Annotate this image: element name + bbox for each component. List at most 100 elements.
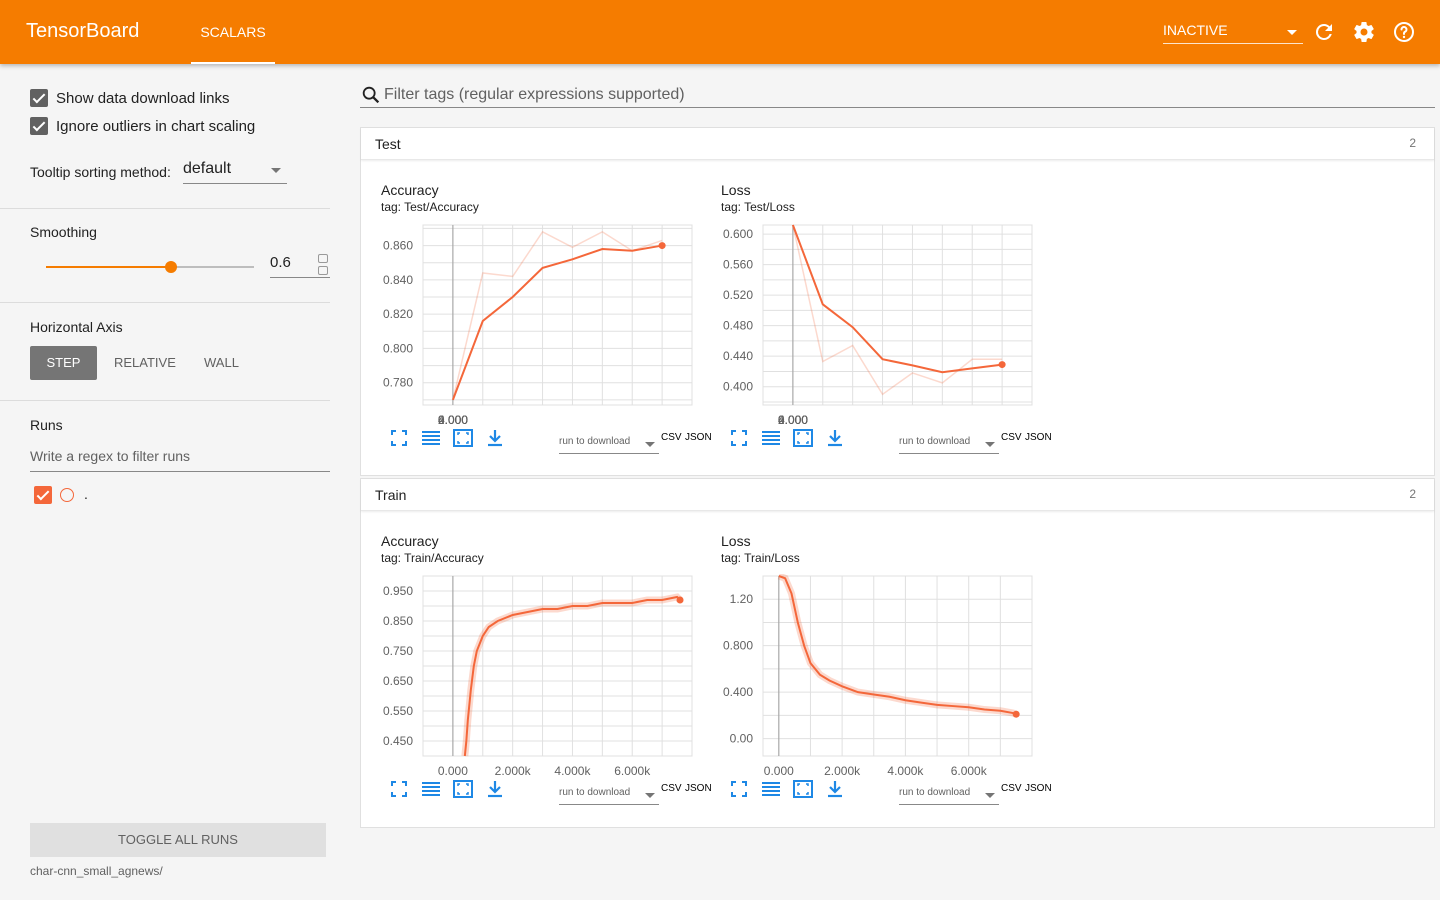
json-download-link[interactable]: JSON — [685, 432, 712, 443]
search-icon — [362, 86, 380, 104]
refresh-icon[interactable] — [1312, 20, 1336, 44]
x-tick-label: 4.000k — [887, 764, 924, 778]
x-tick-label: 0.000 — [438, 764, 468, 778]
download-icon[interactable] — [825, 428, 845, 448]
fit-domain-icon[interactable] — [453, 428, 473, 448]
tag-group-header[interactable]: Test 2 — [361, 128, 1434, 160]
log-scale-icon[interactable] — [761, 428, 781, 448]
tab-scalars[interactable]: SCALARS — [200, 24, 266, 40]
show-download-links-checkbox[interactable]: Show data download links — [30, 88, 229, 108]
increment-icon[interactable] — [318, 254, 328, 263]
download-icon[interactable] — [825, 779, 845, 799]
x-tick-label: 4.000 — [778, 413, 808, 427]
ignore-outliers-checkbox[interactable]: Ignore outliers in chart scaling — [30, 116, 255, 136]
fit-domain-icon[interactable] — [793, 779, 813, 799]
decrement-icon[interactable] — [318, 266, 328, 275]
run-to-download-select[interactable]: run to download — [899, 787, 999, 805]
tag-group-header[interactable]: Train 2 — [361, 479, 1434, 511]
download-icon[interactable] — [485, 779, 505, 799]
x-tick-label: 2.000k — [495, 764, 532, 778]
log-scale-icon[interactable] — [421, 428, 441, 448]
tooltip-sorting-select[interactable]: default — [183, 160, 287, 184]
plot-frame — [422, 224, 693, 406]
line-chart[interactable]: 0.780 0.800 0.820 0.840 0.860 0.0002.0004.000… — [361, 218, 693, 428]
run-checkbox[interactable] — [34, 485, 60, 505]
ignore-outliers-label: Ignore outliers in chart scaling — [56, 117, 256, 135]
smoothing-label: Smoothing — [30, 224, 97, 240]
smoothing-value: 0.6 — [270, 254, 291, 271]
smoothing-slider-handle[interactable] — [164, 261, 177, 273]
csv-download-link[interactable]: CSV — [1001, 783, 1022, 794]
x-tick-label: 4.000k — [554, 764, 591, 778]
axis-wall-button[interactable]: WALL — [204, 355, 239, 370]
log-scale-icon[interactable] — [761, 779, 781, 799]
divider — [0, 400, 330, 401]
expand-icon[interactable] — [389, 428, 409, 448]
chevron-down-icon — [1287, 30, 1297, 35]
expand-icon[interactable] — [729, 779, 749, 799]
x-tick-label: 4.000 — [438, 413, 468, 427]
series-last-point — [676, 596, 684, 604]
chart-card: Accuracy tag: Test/Accuracy 0.780 0.800 0.82… — [361, 163, 712, 454]
series-smoothed-line — [451, 244, 663, 401]
y-tick-label: 0.600 — [723, 227, 753, 241]
smoothing-slider[interactable] — [46, 261, 254, 273]
chart-title: Loss — [721, 182, 751, 198]
axis-relative-button[interactable]: RELATIVE — [114, 355, 176, 370]
smoothing-input[interactable]: 0.6 — [270, 254, 330, 278]
run-color-circle-icon[interactable] — [60, 488, 74, 502]
json-download-link[interactable]: JSON — [1025, 783, 1052, 794]
run-to-download-select[interactable]: run to download — [559, 787, 659, 805]
chart-tag: tag: Test/Accuracy — [381, 200, 479, 214]
tag-group-title: Test — [375, 136, 401, 152]
expand-icon[interactable] — [729, 428, 749, 448]
x-tick-label: 6.000k — [951, 764, 988, 778]
chart-tag: tag: Test/Loss — [721, 200, 795, 214]
tooltip-sorting-label: Tooltip sorting method: — [30, 164, 171, 180]
y-tick-label: 0.800 — [723, 639, 753, 653]
y-tick-label: 0.520 — [723, 288, 753, 302]
chart-card: Accuracy tag: Train/Accuracy 0.450 0.550 0.6… — [361, 514, 712, 805]
tag-filter-input[interactable] — [384, 84, 1424, 106]
runs-filter-input[interactable]: Write a regex to filter runs — [30, 448, 330, 472]
horizontal-axis-label: Horizontal Axis — [30, 319, 123, 335]
y-tick-label: 0.480 — [723, 319, 753, 333]
toggle-all-runs-button[interactable]: TOGGLE ALL RUNS — [30, 823, 326, 857]
x-tick-label: 0.000 — [764, 764, 794, 778]
run-to-download-select[interactable]: run to download — [559, 436, 659, 454]
chevron-down-icon — [645, 442, 655, 447]
chevron-down-icon — [271, 168, 281, 173]
chart-toolbar: run to download CSV JSON — [389, 779, 712, 805]
help-icon[interactable] — [1392, 20, 1416, 44]
x-tick-label: 0.000 — [438, 413, 468, 427]
log-scale-icon[interactable] — [421, 779, 441, 799]
plot-frame — [762, 224, 1033, 406]
run-status-select[interactable]: INACTIVE — [1163, 22, 1303, 44]
axis-step-button[interactable]: STEP — [30, 346, 97, 380]
run-to-download-label: run to download — [899, 436, 971, 447]
chevron-down-icon — [645, 793, 655, 798]
json-download-link[interactable]: JSON — [1025, 432, 1052, 443]
download-icon[interactable] — [485, 428, 505, 448]
csv-download-link[interactable]: CSV — [661, 783, 682, 794]
run-to-download-label: run to download — [899, 787, 971, 798]
json-download-link[interactable]: JSON — [685, 783, 712, 794]
csv-download-link[interactable]: CSV — [1001, 432, 1022, 443]
line-chart[interactable]: 0.450 0.550 0.650 0.750 0.850 0.950 0.000 2.000… — [361, 569, 693, 779]
csv-download-link[interactable]: CSV — [661, 432, 682, 443]
tag-group-count: 2 — [1409, 487, 1416, 501]
line-chart[interactable]: 0.400 0.440 0.480 0.520 0.560 0.600 0.0002.000… — [701, 218, 1033, 428]
expand-icon[interactable] — [389, 779, 409, 799]
chart-title: Accuracy — [381, 533, 439, 549]
run-to-download-select[interactable]: run to download — [899, 436, 999, 454]
series-raw-line — [792, 224, 1003, 396]
series-last-point — [998, 361, 1006, 369]
line-chart[interactable]: 0.00 0.400 0.800 1.20 0.000 2.000k 4.000k 6.000… — [701, 569, 1033, 779]
gear-icon[interactable] — [1352, 20, 1376, 44]
fit-domain-icon[interactable] — [793, 428, 813, 448]
divider — [0, 208, 330, 209]
fit-domain-icon[interactable] — [453, 779, 473, 799]
y-tick-label: 0.450 — [383, 734, 413, 748]
x-tick-label: 6.000 — [778, 413, 808, 427]
y-tick-label: 0.840 — [383, 273, 413, 287]
